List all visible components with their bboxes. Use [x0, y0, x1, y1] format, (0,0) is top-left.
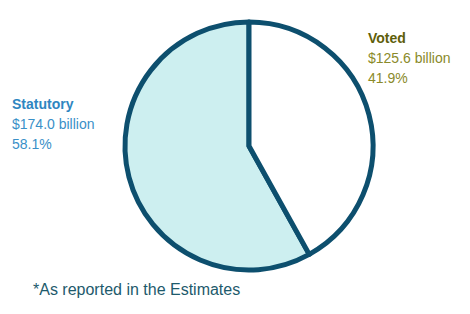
svg-text:$174.0 billion: $174.0 billion	[12, 116, 95, 132]
svg-text:Statutory: Statutory	[12, 96, 74, 112]
svg-text:Voted: Voted	[368, 30, 406, 46]
svg-text:41.9%: 41.9%	[368, 70, 408, 86]
svg-text:*As reported in the Estimates: *As reported in the Estimates	[33, 281, 240, 298]
svg-text:$125.6 billion: $125.6 billion	[368, 50, 451, 66]
svg-text:58.1%: 58.1%	[12, 136, 52, 152]
